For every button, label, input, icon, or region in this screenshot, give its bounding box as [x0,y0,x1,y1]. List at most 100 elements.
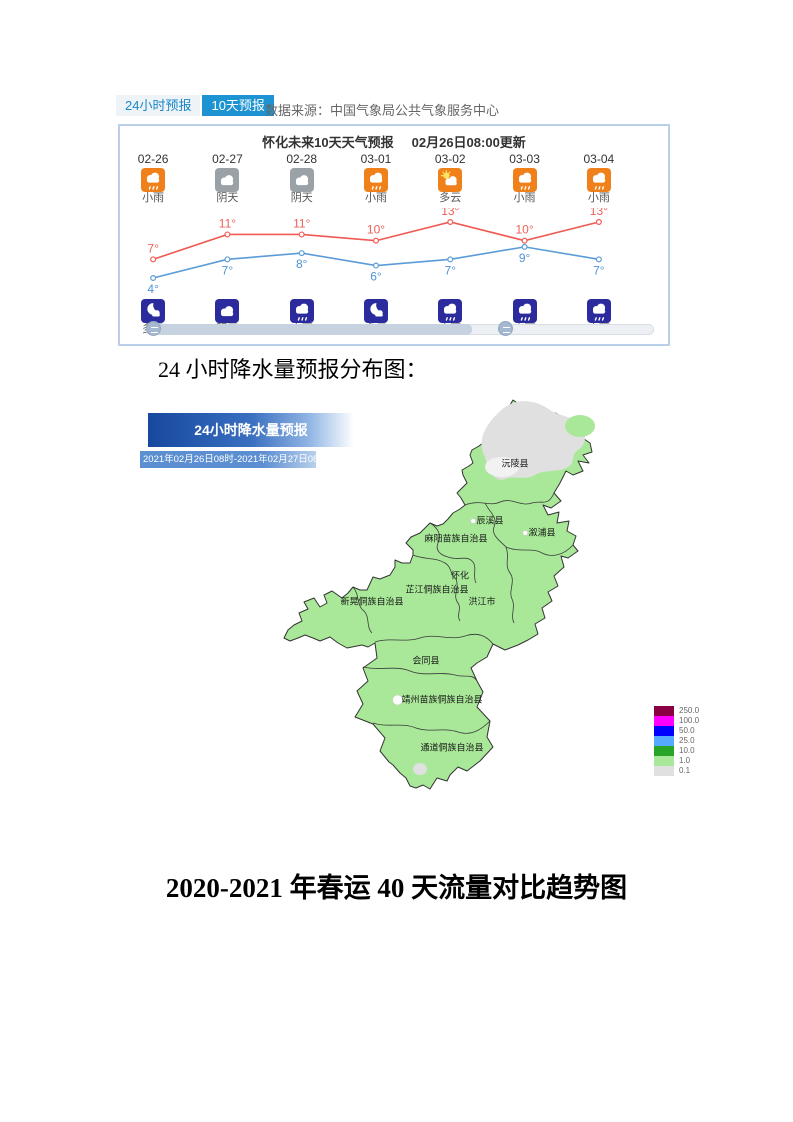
legend-row: 250.0 [654,706,699,716]
day-high-temp-point [373,237,380,244]
legend-value: 25.0 [679,736,695,745]
legend-value: 10.0 [679,746,695,755]
cloudy-day-icon [438,168,463,192]
rain-night-icon [289,299,314,323]
legend-row: 50.0 [654,726,699,736]
legend-row: 10.0 [654,746,699,756]
day-weather-row: 小雨 阴天 阴天 小雨 多云 小雨 小雨 [116,168,636,204]
weather-cell: 阴天 [190,168,264,204]
night-low-temp-point [447,256,454,263]
district-label: 靖州苗族侗族自治县 [401,694,483,705]
legend-swatch [654,756,674,766]
night-low-temp-point [595,256,602,263]
legend-swatch [654,746,674,756]
legend-row: 25.0 [654,736,699,746]
legend-row: 0.1 [654,766,699,776]
day-high-temp-value: 13° [590,208,608,218]
date-label: 03-02 [434,152,466,166]
rain-day-icon [512,168,537,192]
district-label: 洪江市 [468,596,496,607]
rain-day-icon [363,168,388,192]
legend-swatch [654,736,674,746]
night-low-temp-value: 9° [519,251,531,265]
legend-value: 0.1 [679,766,691,775]
weather-cell: 小雨 [116,168,190,204]
weather-cell: 阴天 [265,168,339,204]
legend-swatch [654,716,674,726]
day-high-temp-point [521,237,528,244]
map-banner-title: 24小时降水量预报 [148,413,354,447]
district-label: 麻阳苗族自治县 [424,533,488,544]
day-high-temp-point [298,231,305,238]
data-source-note: 数据来源：中国气象局公共气象服务中心 [265,103,500,118]
night-low-temp-value: 8° [296,257,308,271]
night-low-temp-value: 7° [593,263,605,277]
legend-row: 1.0 [654,756,699,766]
date-label: 02-27 [212,152,243,166]
city-dot [522,530,528,536]
rain-night-icon [512,299,537,323]
date-row: 02-26 02-27 02-28 03-01 03-02 03-03 03-04 [116,152,636,166]
district-label: 芷江侗族自治县 [405,584,469,595]
weather-label: 小雨 [364,192,387,204]
cloudy-night-icon [141,299,166,323]
panel-title: 怀化未来10天天气预报 02月26日08:00更新 [120,132,668,150]
legend-value: 100.0 [679,716,700,725]
slider-handle-left[interactable] [146,321,161,336]
night-low-temp-value: 4° [147,282,159,296]
bottom-title: 2020-2021 年春运 40 天流量对比趋势图 [165,873,628,903]
cloudy-night-icon [363,299,388,323]
rain-day-icon [586,168,611,192]
date-label: 03-03 [509,152,540,166]
overcast-day-icon [215,168,240,192]
legend-swatch [654,726,674,736]
day-high-temp-value: 7° [147,241,159,255]
night-low-temp-value: 7° [222,263,234,277]
day-high-temp-value: 13° [441,208,459,218]
day-high-temp-value: 11° [219,216,236,230]
day-high-temp-value: 10° [515,223,533,237]
precip-map: 沅陵县 辰溪县 溆浦县 麻阳苗族自治县 怀化 芷江侗族自治县 新晃侗族自治县 洪江市 会同县 靖州… [280,395,620,800]
time-range-slider[interactable] [146,321,654,336]
section-caption: 24 小时降水量预报分布图： [158,357,428,382]
date-label: 03-01 [360,152,392,166]
slider-handle-right[interactable] [498,321,513,336]
precip-legend: 250.0 100.0 50.0 25.0 10.0 1.0 0.1 [654,706,699,776]
weather-label: 多云 [439,192,462,204]
day-high-temp-value: 11° [293,216,310,230]
slider-selected-range[interactable] [152,324,472,335]
district-label: 沅陵县 [501,458,529,469]
tab-24h-forecast[interactable]: 24小时预报 [116,95,201,116]
district-label: 溆浦县 [528,527,556,538]
temperature-chart: 7° 11° 11° 10° 13° 10° 13° 4° 7° 8° 6° 7° 9° 7° [147,208,608,296]
legend-value: 1.0 [679,756,691,765]
day-high-temp-point [447,219,454,226]
day-high-temp-value: 10° [367,223,385,237]
precip-map-svg [283,399,595,790]
district-label: 怀化 [450,570,470,581]
panel-title-text: 怀化未来10天天气预报 [262,135,394,150]
weather-cell: 小雨 [339,168,413,204]
district-label: 会同县 [412,655,440,666]
night-low-temp-value: 7° [445,263,457,277]
night-low-temp-point [298,250,305,257]
legend-value: 50.0 [679,726,695,735]
date-label: 02-26 [137,152,169,166]
day-high-temp-point [224,231,231,238]
rain-day-icon [141,168,166,192]
day-high-temp-point [150,256,157,263]
weather-label: 小雨 [142,192,165,204]
overcast-day-icon [289,168,314,192]
forecast-panel: 怀化未来10天天气预报 02月26日08:00更新 02-26 02-27 02-28… [118,124,670,346]
date-label: 02-28 [286,152,318,166]
legend-value: 250.0 [679,706,700,715]
tab-10day-forecast[interactable]: 10天预报 [202,95,274,116]
rain-night-icon [438,299,463,323]
weather-cell: 多云 [413,168,487,204]
weather-label: 阴天 [216,192,239,204]
weather-label: 小雨 [513,192,536,204]
district-label: 通道侗族自治县 [420,742,484,753]
legend-swatch [654,706,674,716]
city-dot [470,518,476,524]
night-low-temp-point [224,256,231,263]
